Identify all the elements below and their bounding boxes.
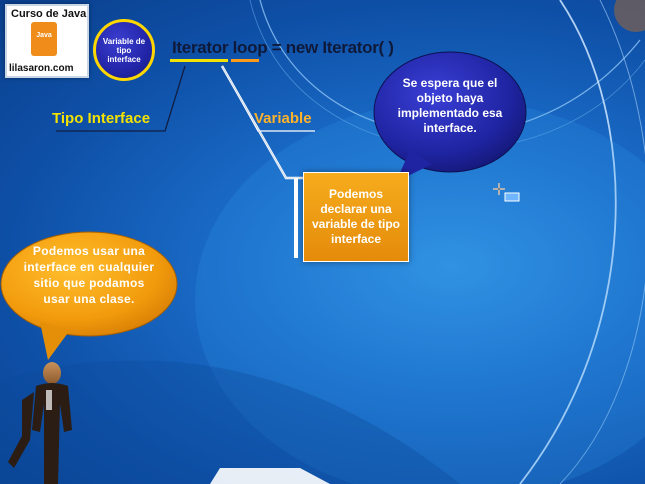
callout-center-text: Podemos declarar una variable de tipo in…	[311, 187, 401, 246]
code-line: Iterator loop = new Iterator( )	[172, 38, 394, 58]
course-logo: Curso de Java Java lilasaron.com	[5, 4, 89, 78]
topic-badge-text: Variable de tipo interface	[102, 36, 146, 64]
type-underline	[170, 59, 228, 62]
type-interface-label: Tipo Interface	[52, 110, 151, 127]
bubble-left-text: Podemos usar una interface en cualquier …	[23, 244, 155, 306]
code-var-token: loop	[232, 38, 268, 57]
bubble-right-text: Se espera que el objeto haya implementad…	[397, 76, 503, 135]
speech-bubble-right	[373, 51, 527, 173]
person-figure-icon	[8, 362, 72, 484]
code-rest: = new Iterator( )	[267, 38, 394, 57]
callout-box-center: Podemos declarar una variable de tipo in…	[303, 172, 409, 262]
logo-title: Curso de Java	[11, 8, 87, 20]
code-type-token: Iterator	[172, 38, 229, 57]
var-underline	[231, 59, 259, 62]
crosshair-cursor-icon	[493, 183, 520, 202]
logo-cup-label: Java	[36, 32, 52, 39]
java-cup-icon: Java	[31, 22, 57, 56]
variable-label: Variable	[254, 110, 312, 127]
speech-bubble-left	[0, 231, 178, 337]
logo-domain: lilasaron.com	[9, 63, 74, 74]
topic-badge: Variable de tipo interface	[93, 19, 155, 81]
